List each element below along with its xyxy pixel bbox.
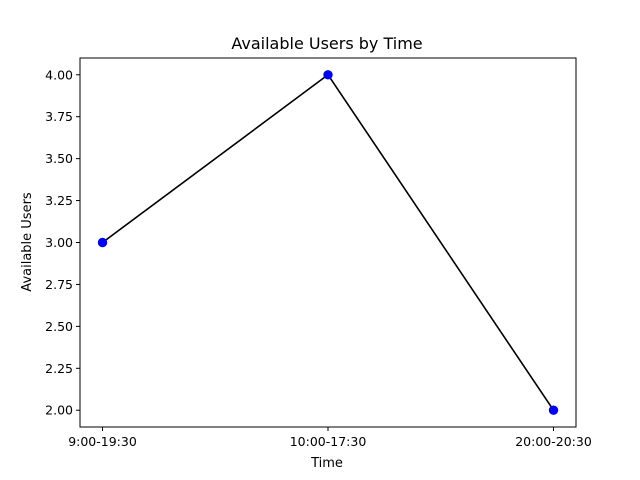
x-tick-label: 10:00-17:30 bbox=[290, 434, 367, 449]
data-point bbox=[323, 70, 333, 80]
series-line bbox=[102, 73, 555, 411]
y-tick-label: 3.00 bbox=[45, 235, 73, 250]
y-tick-label: 3.50 bbox=[45, 151, 73, 166]
data-point bbox=[97, 237, 108, 248]
y-tick-label: 2.75 bbox=[45, 277, 73, 292]
data-point bbox=[548, 405, 559, 415]
y-tick-label: 2.25 bbox=[45, 361, 73, 376]
y-tick-label: 3.75 bbox=[45, 109, 73, 124]
y-tick-label: 4.00 bbox=[45, 67, 73, 82]
y-tick-label: 2.50 bbox=[45, 319, 73, 334]
plot-frame bbox=[79, 57, 577, 428]
x-axis-label: Time bbox=[310, 456, 343, 471]
y-tick-label: 2.00 bbox=[45, 403, 73, 418]
x-tick-label: 9:00-19:30 bbox=[68, 434, 137, 449]
x-tick-label: 20:00-20:30 bbox=[515, 434, 592, 449]
y-tick-label: 3.25 bbox=[45, 193, 73, 208]
plot-area: 2.00 2.25 2.50 2.75 3.00 3.25 3.50 3.75 4.00 9:00… bbox=[45, 57, 592, 449]
y-axis-label: Available Users bbox=[20, 192, 35, 292]
chart-title: Available Users by Time bbox=[231, 34, 422, 53]
